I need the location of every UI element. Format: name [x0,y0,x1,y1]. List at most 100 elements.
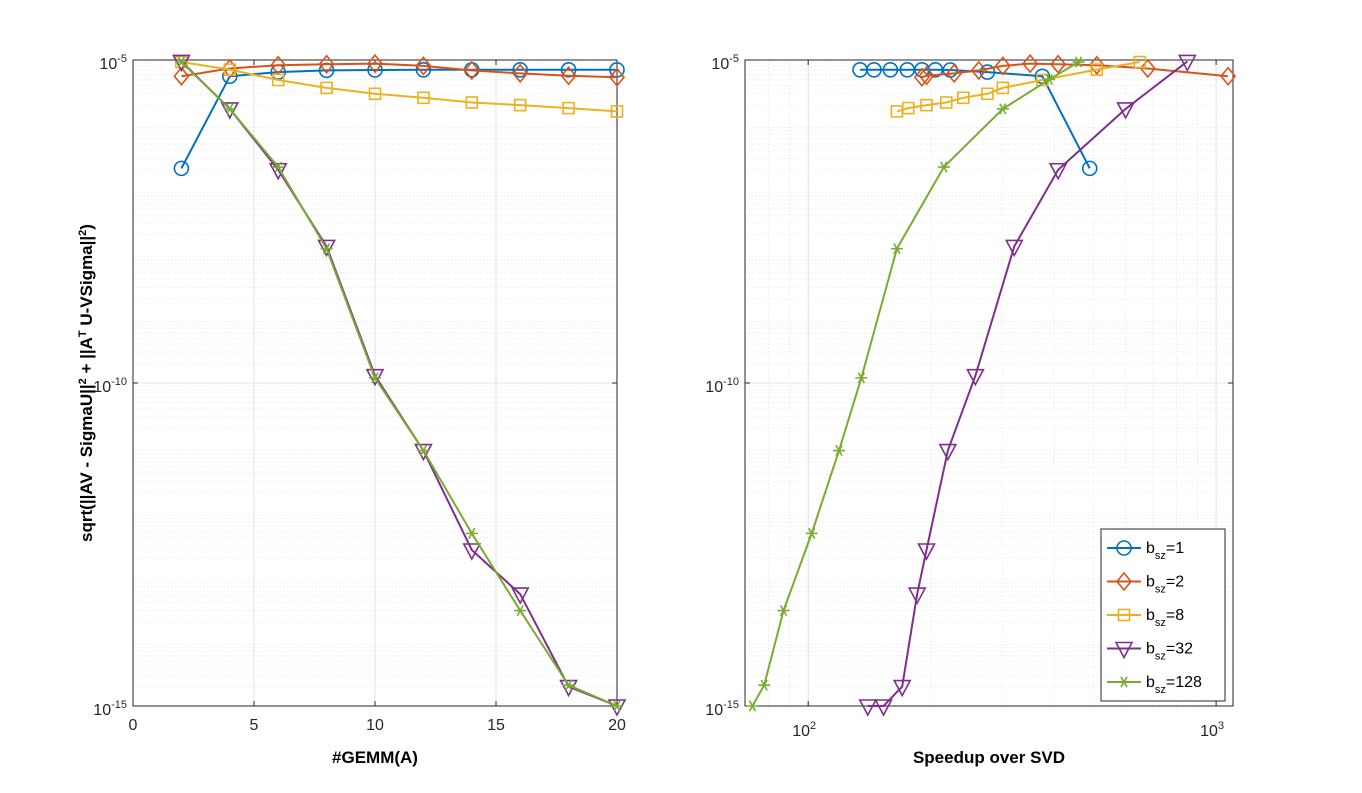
data-point [271,73,285,87]
x-tick-label: 20 [608,717,626,734]
data-point [417,91,430,105]
legend-marker [1114,641,1134,660]
data-point [1048,162,1068,181]
data-point [608,67,626,88]
data-point [172,54,191,73]
data-point [966,368,985,387]
y-tick-label: 10-10 [705,376,739,396]
data-point [937,161,950,173]
data-point [173,160,190,177]
x-tick-label: 15 [487,717,505,734]
x-tick-label: 10 [366,717,384,734]
series-line [867,60,1188,707]
legend-marker [1116,540,1132,556]
legend-marker [1115,571,1133,592]
data-point [417,444,430,457]
data-point [892,679,912,698]
data-point [272,161,285,173]
x-tick-label: 5 [250,717,259,734]
data-point [1133,55,1147,69]
data-point [855,372,868,384]
y-axis-label: sqrt(||AV - SigmaU||2 + ||AT U-VSigma||2… [77,224,96,542]
data-point [1050,54,1067,74]
data-point [1090,63,1104,76]
legend-label: bsz=8 [1146,607,1184,629]
data-point [1022,53,1039,74]
series-line [921,62,1229,79]
data-point [220,102,240,120]
data-point [1220,66,1237,87]
data-point [902,101,915,115]
data-point [758,679,771,691]
data-point [465,96,479,109]
data-point [746,700,759,712]
series-line [180,61,618,707]
data-point [996,81,1010,95]
data-point [1177,54,1197,73]
data-point [874,699,893,717]
data-point [956,91,970,105]
x-axis-label: #GEMM(A) [332,748,418,767]
data-point [939,96,953,109]
data-point [369,372,381,384]
data-point [514,604,527,617]
data-point [173,66,190,87]
data-point [607,699,627,717]
data-point [560,66,577,86]
data-point [513,98,527,112]
y-tick-label: 10-15 [705,699,739,719]
series-b-sz-8 [890,55,1147,118]
x-tick-label: 103 [1200,720,1224,740]
data-point [223,63,237,76]
data-point [907,587,927,605]
data-point [938,443,958,462]
data-point [1088,55,1105,75]
data-point [368,87,382,101]
data-point [1072,56,1085,68]
data-point [510,587,530,605]
data-point [882,62,899,78]
data-point [890,243,903,255]
data-point [946,63,963,84]
legend-marker [1118,676,1130,688]
data-point [223,103,236,115]
data-point [512,62,529,78]
y-tick-label: 10-5 [711,53,739,73]
data-point [1043,73,1056,86]
data-point [415,56,432,76]
x-tick-label: 0 [129,717,138,734]
data-point [1116,102,1135,120]
data-point [970,60,987,81]
data-point [610,105,624,118]
x-tick-label: 102 [792,720,816,740]
series-b-sz-128 [746,56,1085,712]
data-point [559,679,578,698]
data-point [562,101,575,115]
data-point [221,58,238,79]
legend-label: bsz=128 [1146,674,1202,696]
data-point [175,56,188,68]
data-point [1139,58,1156,79]
data-point [562,679,575,691]
legend-marker [1117,608,1131,622]
legend-label: bsz=1 [1146,540,1184,562]
series-line [181,62,618,79]
data-point [920,98,933,112]
series-b-sz-8 [175,55,624,118]
data-point [366,53,384,74]
data-point [805,527,818,539]
data-point [318,54,335,74]
series-b-sz-32 [858,54,1197,717]
y-tick-label: 10-15 [93,699,127,719]
legend-label: bsz=2 [1146,574,1184,596]
data-point [981,87,994,101]
data-point [833,444,846,457]
series-b-sz-2 [913,53,1237,88]
series-b-sz-128 [175,56,623,712]
series-line [896,61,1140,113]
x-axis-label: Speedup over SVD [913,748,1065,767]
data-point [858,699,878,717]
data-point [1081,160,1098,177]
data-point [463,60,480,81]
